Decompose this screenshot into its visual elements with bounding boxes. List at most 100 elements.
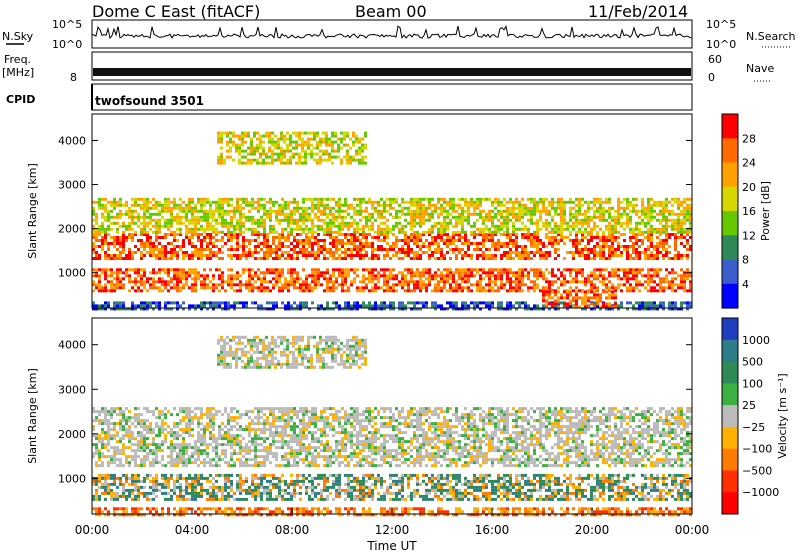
heatmap-cell [188, 507, 191, 511]
heatmap-cell [167, 242, 170, 245]
heatmap-cell [461, 224, 464, 228]
heatmap-cell [683, 283, 686, 287]
heatmap-cell [194, 304, 197, 308]
heatmap-cell [305, 286, 308, 290]
heatmap-cell [599, 510, 602, 514]
heatmap-cell [334, 134, 337, 138]
heatmap-cell [362, 209, 365, 213]
heatmap-cell [257, 233, 260, 236]
heatmap-cell [254, 286, 257, 290]
heatmap-cell [224, 233, 227, 236]
heatmap-cell [383, 200, 386, 204]
heatmap-cell [194, 251, 197, 254]
heatmap-cell [350, 251, 353, 254]
heatmap-cell [482, 197, 485, 201]
heatmap-cell [497, 242, 500, 245]
heatmap-cell [260, 215, 263, 219]
heatmap-cell [374, 218, 377, 222]
heatmap-cell [299, 242, 302, 245]
heatmap-cell [557, 305, 560, 309]
heatmap-cell [680, 200, 683, 204]
heatmap-cell [407, 280, 410, 284]
heatmap-cell [275, 271, 278, 275]
heatmap-cell [310, 137, 313, 141]
heatmap-cell [572, 268, 575, 272]
heatmap-cell [317, 200, 320, 204]
heatmap-cell [131, 268, 134, 272]
heatmap-cell [680, 242, 683, 245]
heatmap-cell [554, 209, 557, 213]
heatmap-cell [596, 304, 599, 308]
heatmap-cell [416, 257, 419, 260]
heatmap-cell [686, 301, 689, 305]
heatmap-cell [560, 296, 563, 300]
heatmap-cell [461, 271, 464, 275]
heatmap-cell [143, 286, 146, 290]
heatmap-cell [226, 155, 229, 159]
heatmap-cell [275, 254, 278, 257]
heatmap-cell [170, 248, 173, 251]
heatmap-cell [680, 254, 683, 257]
heatmap-cell [229, 146, 232, 150]
heatmap-cell [443, 230, 446, 234]
heatmap-cell [353, 239, 356, 242]
heatmap-cell [512, 274, 515, 278]
heatmap-cell [674, 245, 677, 248]
heatmap-cell [605, 302, 608, 306]
heatmap-cell [521, 254, 524, 257]
heatmap-cell [479, 277, 482, 281]
heatmap-cell [340, 140, 343, 144]
heatmap-cell [113, 206, 116, 210]
heatmap-cell [569, 239, 572, 242]
heatmap-cell [299, 286, 302, 290]
heatmap-cell [647, 236, 650, 239]
heatmap-cell [497, 274, 500, 278]
heatmap-cell [518, 301, 521, 305]
heatmap-cell [533, 230, 536, 234]
heatmap-cell [287, 215, 290, 219]
heatmap-cell [671, 301, 674, 305]
heatmap-cell [101, 286, 104, 290]
heatmap-cell [683, 286, 686, 290]
heatmap-cell [277, 137, 280, 141]
heatmap-cell [314, 254, 317, 257]
heatmap-cell [458, 251, 461, 254]
heatmap-cell [593, 293, 596, 297]
heatmap-cell [626, 257, 629, 260]
heatmap-cell [104, 203, 107, 207]
heatmap-cell [458, 197, 461, 201]
heatmap-cell [356, 307, 359, 311]
heatmap-cell [224, 197, 227, 201]
heatmap-cell [239, 197, 242, 201]
heatmap-cell [368, 271, 371, 275]
heatmap-cell [563, 277, 566, 281]
heatmap-cell [386, 277, 389, 281]
heatmap-cell [674, 200, 677, 204]
heatmap-cell [488, 507, 491, 511]
heatmap-cell [566, 290, 569, 294]
heatmap-cell [587, 507, 590, 511]
heatmap-cell [575, 218, 578, 222]
heatmap-cell [245, 286, 248, 290]
heatmap-cell [128, 289, 131, 293]
heatmap-cell [416, 283, 419, 287]
heatmap-cell [119, 254, 122, 257]
heatmap-cell [284, 215, 287, 219]
heatmap-cell [311, 230, 314, 234]
heatmap-cell [386, 209, 389, 213]
heatmap-cell [164, 233, 167, 236]
heatmap-cell [392, 245, 395, 248]
heatmap-cell [320, 212, 323, 216]
heatmap-cell [482, 301, 485, 305]
heatmap-cell [236, 257, 239, 260]
heatmap-cell [271, 152, 274, 156]
heatmap-cell [113, 304, 116, 308]
heatmap-cell [182, 239, 185, 242]
heatmap-cell [257, 304, 260, 308]
heatmap-cell [635, 242, 638, 245]
heatmap-cell [331, 155, 334, 159]
heatmap-cell [227, 224, 230, 228]
heatmap-cell [317, 283, 320, 287]
heatmap-cell [380, 245, 383, 248]
heatmap-cell [563, 304, 566, 308]
